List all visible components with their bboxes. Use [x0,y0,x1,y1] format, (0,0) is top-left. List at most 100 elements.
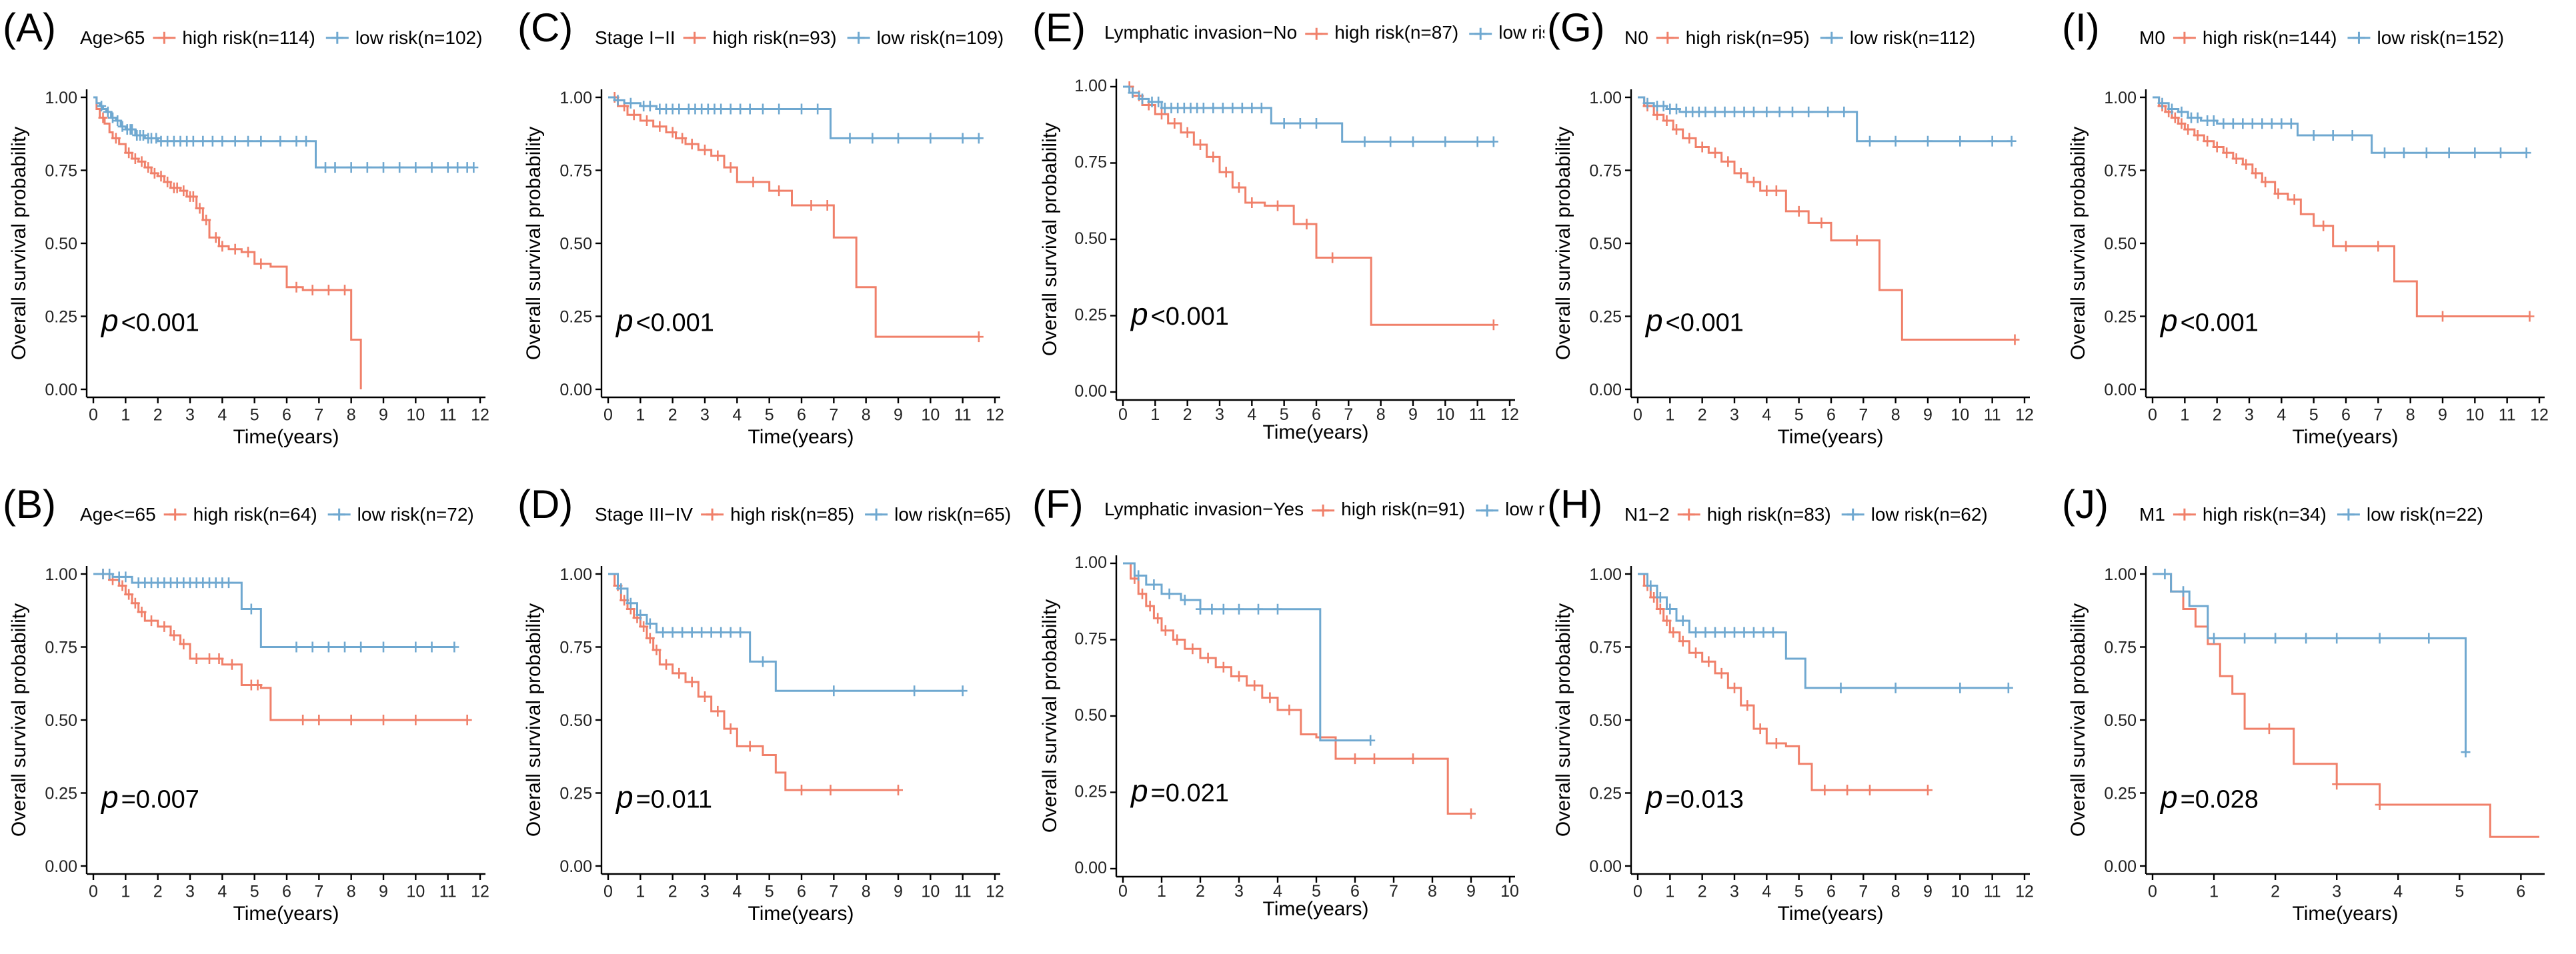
censor-mark-low [1823,106,1833,117]
censor-mark-high [1716,667,1726,679]
censor-mark-low [1488,136,1498,147]
censor-mark-high [159,621,169,632]
x-tick-label: 10 [1951,406,1969,425]
censor-mark-high [163,177,173,188]
censor-mark-high [974,331,984,343]
x-tick-label: 3 [1234,882,1244,901]
censor-mark-high [195,203,205,214]
legend-entry-low: low risk(n=109) [877,27,1004,48]
censor-mark-low [1237,103,1247,114]
censor-mark-high [655,121,665,132]
censor-mark-low [2007,135,2017,147]
censor-mark-low [246,603,256,615]
censor-mark-low [97,101,107,112]
censor-mark-high [1684,133,1694,144]
censor-mark-high [1488,319,1498,331]
km-curve-low [1123,85,1494,143]
x-tick-label: 4 [2393,883,2403,901]
censor-mark-high [1794,205,1804,217]
x-tick-label: 3 [1730,883,1739,901]
censor-mark-high [1160,625,1170,636]
x-tick-label: 2 [1698,406,1707,425]
censor-mark-low [2375,633,2385,644]
censor-mark-high [137,156,147,167]
censor-mark-high [2332,779,2342,790]
censor-mark-low [1218,103,1228,114]
censor-mark-high [1771,185,1781,197]
censor-mark-high [1678,635,1688,647]
censor-mark-low [108,112,117,123]
x-tick-label: 7 [314,406,323,425]
censor-mark-high [2273,188,2283,199]
y-axis-title: Overall survival probability [1552,127,1574,360]
p-value: p =0.011 [615,779,712,814]
legend-entry-high: high risk(n=114) [182,27,315,48]
km-curve-low [93,96,474,169]
km-plot-j: (J) M1 high risk(n=34) low risk(n=22) 0.00 0.… [2062,482,2545,925]
x-tick-label: 10 [406,883,425,901]
censor-mark-low [716,103,726,115]
x-tick-label: 5 [765,406,774,425]
censor-mark-low [2521,147,2531,159]
censor-mark-low [958,685,968,697]
censor-mark-high [147,615,156,627]
censor-mark-high [205,653,214,665]
p-value: p <0.001 [1130,297,1229,331]
censor-mark-low [736,627,746,638]
x-tick-label: 8 [347,406,356,425]
y-tick-label: 0.50 [559,711,592,730]
censor-mark-high [1771,738,1781,749]
censor-mark-high [1208,151,1218,163]
censor-mark-low [443,162,453,173]
censor-mark-low [1138,93,1147,105]
censor-mark-low [1247,103,1257,114]
x-tick-label: 3 [700,406,710,425]
censor-mark-high [169,629,179,641]
censor-mark-high [314,715,324,725]
p-value: p <0.001 [2159,303,2259,337]
x-tick-label: 9 [1923,883,1933,901]
censor-mark-high [1273,200,1282,211]
km-panel-d: (D) Stage III−IV high risk(n=85) low risk(n… [515,477,1030,953]
censor-mark-high [797,785,806,796]
x-tick-label: 11 [1984,883,2001,901]
panel-letter: (J) [2062,482,2109,527]
censor-mark-low [2444,147,2454,159]
x-tick-label: 10 [406,406,425,425]
x-axis-title: Time(years) [2293,903,2399,925]
x-tick-label: 7 [1858,406,1868,425]
p-value: p =0.021 [1130,773,1229,808]
censor-mark-low [813,103,823,115]
km-panel-h: (H) N1−2 high risk(n=83) low risk(n=62) 0.00… [1544,477,2059,953]
censor-mark-low [2209,115,2219,127]
x-tick-label: 10 [1436,405,1454,424]
censor-mark-high [713,150,723,161]
censor-mark-low [1218,603,1228,615]
censor-mark-low [256,135,266,147]
censor-mark-low [1154,96,1164,107]
km-panel-a: (A) Age>65 high risk(n=114) low risk(n=102)… [0,0,515,477]
y-axis-title: Overall survival probability [8,127,30,360]
censor-mark-high [291,281,301,293]
x-tick-label: 3 [2245,406,2254,425]
censor-mark-low [625,597,635,609]
censor-mark-low [1273,603,1282,615]
censor-mark-high [1284,704,1294,715]
km-curve-low [1638,573,2009,689]
censor-mark-high [2193,129,2203,141]
x-tick-label: 1 [1665,883,1674,901]
y-tick-label: 0.00 [45,857,77,876]
censor-mark-high [1742,700,1752,711]
censor-mark-low [307,641,317,653]
censor-mark-high [822,200,832,211]
censor-mark-low [868,133,878,144]
censor-mark-low [1710,106,1720,117]
legend-entry-low: low risk(n=65) [894,504,1011,525]
x-tick-label: 8 [1891,883,1900,901]
censor-mark-low [1360,136,1370,147]
censor-mark-high [629,109,639,121]
x-tick-label: 0 [2148,406,2157,425]
censor-mark-low [1804,106,1814,117]
censor-mark-high [687,139,697,150]
